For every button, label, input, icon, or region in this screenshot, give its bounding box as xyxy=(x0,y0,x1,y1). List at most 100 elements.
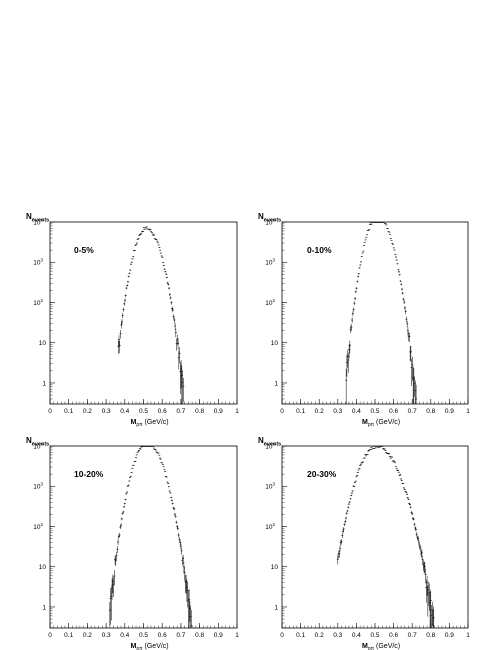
data-point xyxy=(421,555,424,565)
x-tick-label: 0.3 xyxy=(102,408,111,415)
y-tick-exponent: 4 xyxy=(272,442,275,447)
data-point xyxy=(171,307,174,313)
y-tick-base: 1 xyxy=(274,604,278,611)
y-axis-label: Nevents xyxy=(26,212,49,224)
data-point xyxy=(394,462,397,464)
data-point xyxy=(404,490,407,493)
data-point xyxy=(432,606,435,628)
data-point xyxy=(177,338,180,351)
data-point xyxy=(123,302,126,306)
data-point xyxy=(159,458,162,460)
x-tick-label: 0.7 xyxy=(408,408,417,415)
data-point xyxy=(350,492,353,494)
data-point xyxy=(165,273,168,275)
x-axis-label: Mpπ (GeV/c) xyxy=(131,419,169,428)
x-tick-label: 0.8 xyxy=(426,408,435,415)
x-tick-label: 0 xyxy=(48,632,52,639)
y-tick-base: 1 xyxy=(42,604,46,611)
x-axis-label-unit: (GeV/c) xyxy=(374,419,400,426)
data-point xyxy=(400,480,403,482)
data-point xyxy=(395,256,398,258)
x-tick-label: 0.3 xyxy=(102,632,111,639)
y-tick-base: 10 xyxy=(265,260,273,267)
data-point xyxy=(168,293,171,296)
data-point xyxy=(118,340,121,354)
data-point xyxy=(399,474,402,475)
data-point xyxy=(118,532,121,538)
data-point xyxy=(393,249,396,251)
data-point xyxy=(343,522,346,527)
y-axis-label: Nevents xyxy=(26,436,49,448)
y-tick-base: 10 xyxy=(33,524,41,531)
data-point xyxy=(360,255,363,257)
data-point xyxy=(341,533,344,539)
x-tick-label: 0.1 xyxy=(296,632,305,639)
data-point xyxy=(363,245,366,246)
data-point xyxy=(347,352,350,373)
y-tick-label: 1 xyxy=(42,604,46,611)
data-point xyxy=(354,480,357,482)
x-tick-label: 0.9 xyxy=(214,408,223,415)
x-tick-label: 0 xyxy=(48,408,52,415)
data-point xyxy=(366,234,369,236)
data-point xyxy=(409,506,412,509)
y-axis-label-sub: events xyxy=(264,442,281,448)
data-point xyxy=(137,238,140,239)
data-point xyxy=(354,297,357,301)
y-axis-label: Nevents xyxy=(258,212,281,224)
data-point xyxy=(336,555,339,565)
data-point xyxy=(408,332,411,343)
data-point xyxy=(134,461,137,462)
data-point xyxy=(415,532,418,537)
data-point xyxy=(155,239,158,240)
y-tick-base: 10 xyxy=(265,444,273,451)
y-tick-label: 103 xyxy=(265,482,275,491)
data-point xyxy=(359,463,362,465)
y-tick-label: 1 xyxy=(42,380,46,387)
data-point xyxy=(139,234,142,235)
data-point xyxy=(347,503,350,506)
data-point xyxy=(398,274,401,276)
data-point xyxy=(409,345,412,362)
data-point xyxy=(415,384,418,404)
x-tick-label: 1 xyxy=(235,632,239,639)
data-point xyxy=(182,562,185,574)
x-tick-label: 0.1 xyxy=(64,632,73,639)
data-point xyxy=(350,494,353,497)
data-point xyxy=(392,243,395,245)
y-tick-label: 10 xyxy=(271,340,279,347)
data-point xyxy=(349,498,352,500)
data-point xyxy=(138,235,141,236)
data-point xyxy=(123,298,126,302)
y-axis-label-main: N xyxy=(26,436,32,445)
data-point xyxy=(131,258,134,260)
data-point xyxy=(413,522,416,526)
data-point xyxy=(120,517,123,521)
data-point xyxy=(396,263,399,265)
data-point xyxy=(129,475,132,477)
data-point xyxy=(417,539,420,546)
data-point xyxy=(134,245,137,246)
x-axis-label-main: M xyxy=(362,419,368,426)
data-point xyxy=(358,467,361,469)
data-point xyxy=(159,252,162,254)
y-axis-label: Nevents xyxy=(258,436,281,448)
data-point xyxy=(350,323,353,332)
x-tick-label: 0.1 xyxy=(64,408,73,415)
data-point xyxy=(176,524,179,529)
data-point xyxy=(161,462,164,464)
y-tick-label: 1 xyxy=(274,604,278,611)
data-point xyxy=(152,235,155,236)
data-point xyxy=(116,546,119,553)
data-point xyxy=(365,236,368,238)
data-point xyxy=(162,264,165,267)
panel-3: Nevents Mpπ (GeV/c) 0 0.1 0.2 0.3 0.4 0.5 0.6 0.7… xyxy=(26,436,239,650)
y-axis-label-sub: events xyxy=(32,442,49,448)
data-point xyxy=(172,314,175,320)
data-point xyxy=(401,291,404,295)
data-point xyxy=(118,335,121,346)
data-point xyxy=(353,485,356,488)
data-point xyxy=(342,527,345,531)
data-point xyxy=(159,249,162,251)
